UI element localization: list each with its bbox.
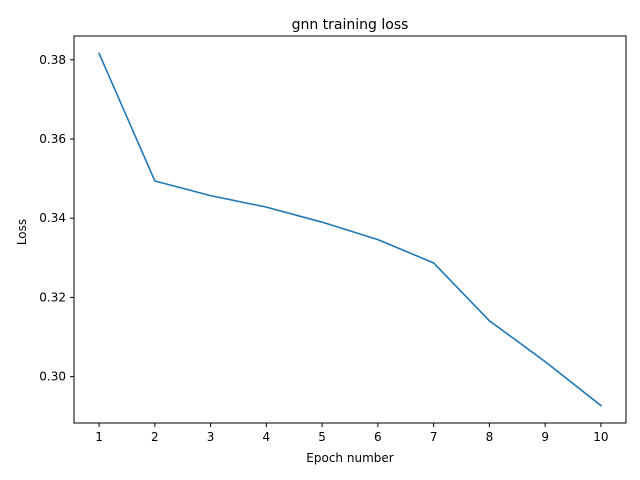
y-axis-label: Loss [15,219,29,245]
x-tick-label: 2 [151,430,159,444]
chart-title: gnn training loss [292,17,409,33]
y-axis-ticks: 0.30 0.32 0.34 0.36 0.38 [39,53,74,384]
x-tick-label: 9 [541,430,549,444]
loss-series-line [98,52,603,407]
x-tick-label: 4 [263,430,271,444]
x-tick-label: 5 [318,430,326,444]
y-tick-label: 0.36 [39,132,66,146]
x-tick-label: 8 [486,430,494,444]
x-tick-label: 1 [95,430,103,444]
x-axis-ticks: 1 2 3 4 5 6 7 8 9 10 [95,423,609,444]
x-tick-label: 6 [374,430,382,444]
y-tick-label: 0.34 [39,211,66,225]
x-axis-label: Epoch number [306,451,393,465]
x-tick-label: 10 [593,430,608,444]
x-tick-label: 7 [430,430,438,444]
series-group [98,52,603,407]
x-tick-label: 3 [207,430,215,444]
plot-area-frame [73,35,627,424]
y-tick-label: 0.30 [39,370,66,384]
y-tick-label: 0.32 [39,290,66,304]
y-tick-label: 0.38 [39,53,66,67]
